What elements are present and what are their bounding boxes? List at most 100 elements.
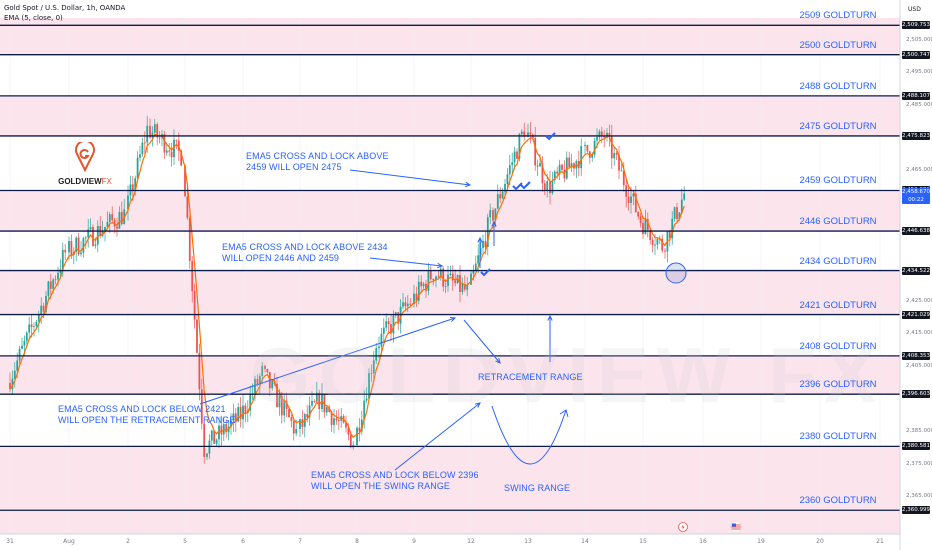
candle-body-144 [363, 400, 366, 420]
candle-body-34 [92, 227, 94, 246]
candle-body-241 [603, 136, 606, 138]
level-price-tag-0: 2,509.753 [902, 21, 930, 30]
candle-body-85 [218, 425, 220, 440]
candle-body-139 [349, 434, 352, 448]
candle-body-126 [318, 392, 321, 410]
candle-body-152 [382, 327, 385, 334]
candle-body-3 [16, 360, 19, 371]
us-flag-icon[interactable] [730, 521, 742, 533]
candle-body-263 [656, 239, 659, 245]
candle-body-137 [345, 422, 347, 428]
candle-body-18 [52, 279, 55, 289]
lightning-icon[interactable] [678, 522, 688, 532]
candle-body-255 [637, 211, 640, 217]
time-tick-4: 6 [241, 538, 245, 545]
candle-body-229 [573, 163, 575, 169]
candle-body-82 [210, 430, 213, 441]
candle-body-52 [136, 157, 139, 179]
candle-body-124 [313, 400, 316, 402]
time-tick-5: 7 [298, 538, 302, 545]
level-price-tag-9: 2,396.603 [902, 390, 930, 399]
candle-body-112 [283, 400, 286, 416]
arrow-up-1-head [477, 236, 483, 243]
candle-body-44 [116, 226, 118, 229]
candle-body-186 [466, 284, 469, 290]
target-circle [665, 262, 687, 284]
candle-body-164 [413, 293, 415, 305]
candle-body-79 [203, 423, 206, 457]
candle-body-91 [232, 413, 235, 421]
zone-bottom [0, 510, 900, 534]
candle-body-116 [292, 421, 295, 434]
candle-body-32 [87, 229, 90, 238]
candle-body-30 [82, 238, 85, 253]
candle-body-269 [671, 218, 674, 239]
price-tick-1: 2,495.000 [906, 69, 932, 76]
level-price-tag-1: 2,500.747 [902, 50, 930, 59]
level-label-9: 2396 GOLDTURN [799, 379, 877, 391]
annotation-3: EMA5 CROSS AND LOCK BELOW 2421 WILL OPEN… [58, 404, 235, 426]
symbol-title[interactable]: Gold Spot / U.S. Dollar, 1h, OANDA [4, 4, 126, 12]
candle-body-68 [175, 139, 178, 141]
annotation-4: EMA5 CROSS AND LOCK BELOW 2396 WILL OPEN… [311, 470, 479, 492]
indicator-label[interactable]: EMA (5, close, 0) [4, 14, 63, 22]
candle-body-60 [156, 124, 159, 138]
candle-body-198 [496, 194, 499, 209]
candle-body-161 [404, 302, 407, 307]
candle-body-156 [392, 315, 395, 334]
candle-body-238 [596, 136, 598, 141]
candle-body-70 [180, 150, 183, 166]
current-price-tag: 2,458.670 00:22 [902, 187, 930, 204]
logo-g-icon [75, 139, 95, 173]
candle-body-204 [511, 162, 514, 166]
candle-body-248 [620, 170, 623, 172]
arrow-4 [394, 402, 481, 471]
candle-body-74 [191, 261, 194, 292]
price-tick-6: 2,405.000 [906, 362, 932, 369]
candle-body-163 [409, 303, 412, 305]
candle-body-151 [380, 333, 383, 347]
candle-body-94 [239, 407, 242, 420]
watermark: GOLDVIEW FX [250, 331, 884, 419]
candle-body-228 [570, 163, 573, 168]
candle-body-10 [33, 326, 35, 328]
price-tick-5: 2,415.000 [906, 330, 932, 337]
arrow-up-2-head [491, 220, 497, 227]
candle-body-59 [153, 124, 156, 133]
candle-body-104 [264, 365, 266, 369]
price-tick-9: 2,365.000 [906, 493, 932, 500]
candle-body-236 [591, 154, 594, 158]
candle-body-75 [193, 291, 196, 320]
level-label-3: 2475 GOLDTURN [799, 120, 877, 132]
price-tick-7: 2,385.000 [906, 427, 932, 434]
candle-body-58 [151, 132, 154, 138]
candle-body-57 [149, 125, 151, 138]
candle-body-188 [472, 270, 475, 274]
candle-body-14 [42, 305, 45, 312]
candle-body-199 [499, 194, 502, 199]
candle-body-200 [501, 191, 504, 199]
time-tick-6: 8 [355, 538, 359, 545]
candle-body-51 [134, 178, 137, 192]
level-price-tag-11: 2,360.999 [902, 506, 930, 515]
candle-body-209 [523, 131, 526, 138]
currency-label: USD [908, 6, 921, 13]
arrow-retrace-down [463, 319, 501, 364]
candle-body-111 [280, 395, 283, 416]
candle-body-194 [486, 217, 489, 247]
candle-body-55 [143, 142, 146, 144]
time-tick-14: 20 [816, 538, 824, 545]
level-label-1: 2500 GOLDTURN [799, 39, 877, 51]
candle-body-251 [627, 196, 630, 204]
candle-body-103 [261, 365, 264, 376]
candle-body-15 [45, 295, 47, 312]
candle-body-214 [536, 165, 539, 167]
candle-body-274 [683, 193, 686, 200]
candle-body-176 [442, 268, 445, 287]
candle-body-135 [340, 416, 343, 422]
candle-body-203 [508, 165, 511, 175]
candle-body-123 [311, 400, 313, 406]
logo-suffix: FX [101, 177, 112, 186]
candle-body-39 [104, 226, 106, 232]
candle-body-261 [651, 240, 654, 245]
